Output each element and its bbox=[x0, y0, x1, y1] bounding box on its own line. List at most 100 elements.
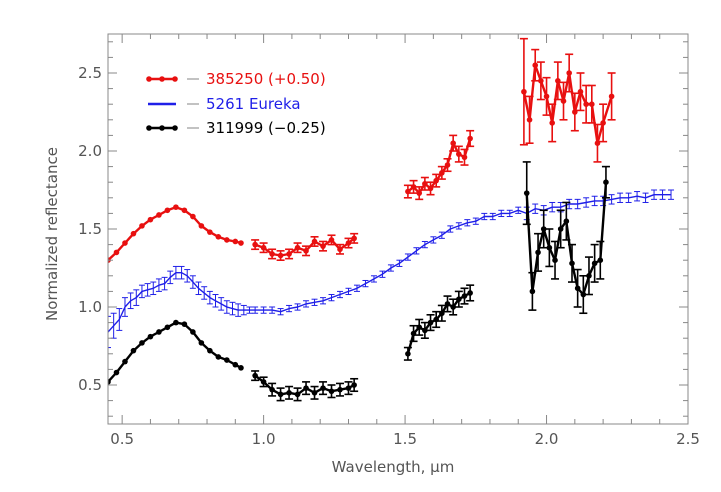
data-point bbox=[557, 226, 564, 232]
data-point bbox=[190, 329, 196, 335]
data-point bbox=[422, 180, 428, 187]
y-tick-label: 1.5 bbox=[78, 220, 102, 238]
series-line bbox=[108, 193, 671, 333]
data-point bbox=[566, 70, 572, 76]
data-point bbox=[597, 257, 604, 264]
data-point bbox=[405, 188, 411, 195]
data-point bbox=[139, 340, 145, 346]
data-point bbox=[269, 386, 275, 393]
data-point bbox=[173, 204, 179, 210]
data-point bbox=[529, 288, 536, 295]
y-axis-title: Normalized reflectance bbox=[43, 147, 61, 321]
data-point bbox=[311, 238, 318, 245]
legend-item-2: 311999 (−0.25) bbox=[146, 119, 326, 137]
data-point bbox=[569, 260, 575, 267]
data-point bbox=[410, 330, 417, 337]
data-point bbox=[286, 251, 292, 257]
data-point bbox=[538, 78, 544, 84]
data-point bbox=[122, 240, 128, 246]
data-point bbox=[456, 296, 462, 303]
data-point bbox=[252, 372, 258, 379]
legend: 385250 (+0.50) 5261 Eureka 311999 (−0.25) bbox=[146, 70, 326, 137]
data-point bbox=[337, 246, 343, 253]
data-point bbox=[467, 135, 473, 142]
data-point bbox=[320, 243, 326, 249]
data-point bbox=[580, 291, 587, 298]
data-point bbox=[444, 162, 451, 168]
data-point bbox=[190, 213, 196, 220]
series-1 bbox=[108, 189, 675, 349]
data-point bbox=[433, 177, 439, 184]
data-point bbox=[439, 310, 445, 317]
y-tick-label: 2.5 bbox=[78, 64, 102, 82]
data-point bbox=[238, 240, 244, 246]
x-tick-label: 2.5 bbox=[676, 430, 700, 448]
data-point bbox=[546, 244, 553, 251]
data-point bbox=[260, 379, 267, 385]
legend-dot bbox=[146, 76, 152, 82]
data-point bbox=[549, 120, 555, 126]
legend-label: 385250 (+0.50) bbox=[206, 70, 326, 88]
data-point bbox=[286, 390, 292, 396]
data-point bbox=[594, 140, 601, 146]
data-point bbox=[600, 120, 606, 126]
data-point bbox=[351, 235, 357, 242]
data-point bbox=[521, 88, 527, 95]
data-point bbox=[328, 237, 335, 243]
data-point bbox=[608, 93, 615, 100]
data-point bbox=[450, 304, 456, 310]
data-point bbox=[328, 388, 335, 395]
data-point bbox=[260, 244, 267, 251]
data-point bbox=[427, 185, 434, 192]
data-point bbox=[555, 78, 561, 84]
data-point bbox=[224, 237, 230, 243]
data-point bbox=[345, 385, 352, 391]
data-point bbox=[294, 244, 301, 251]
data-point bbox=[337, 386, 343, 393]
data-point bbox=[303, 385, 309, 391]
series-line bbox=[108, 205, 242, 262]
data-point bbox=[156, 212, 162, 218]
data-point bbox=[577, 88, 584, 95]
legend-item-1: 5261 Eureka bbox=[148, 95, 301, 113]
data-point bbox=[572, 109, 578, 115]
data-point bbox=[540, 226, 547, 232]
data-point bbox=[130, 347, 137, 354]
y-tick-label: 0.5 bbox=[78, 376, 102, 394]
data-point bbox=[215, 234, 222, 240]
series-2 bbox=[108, 161, 610, 402]
data-point bbox=[422, 327, 428, 334]
data-point bbox=[574, 285, 581, 292]
data-point bbox=[591, 260, 598, 267]
data-point bbox=[320, 385, 326, 391]
data-point bbox=[427, 319, 434, 326]
data-point bbox=[405, 351, 411, 357]
data-point bbox=[181, 207, 188, 214]
data-point bbox=[269, 251, 275, 257]
data-point bbox=[130, 230, 137, 237]
data-point bbox=[147, 216, 154, 223]
data-point bbox=[543, 93, 550, 100]
data-point bbox=[351, 382, 357, 388]
data-point bbox=[523, 190, 530, 196]
x-axis-title: Wavelength, μm bbox=[332, 458, 455, 476]
data-point bbox=[444, 301, 451, 307]
data-point bbox=[198, 340, 205, 346]
legend-dot bbox=[172, 125, 178, 131]
data-point bbox=[461, 293, 468, 299]
legend-label: 311999 (−0.25) bbox=[206, 119, 326, 137]
data-point bbox=[198, 223, 205, 229]
data-point bbox=[122, 358, 128, 365]
data-point bbox=[467, 290, 473, 296]
data-point bbox=[215, 354, 222, 360]
x-tick-label: 1.5 bbox=[393, 430, 417, 448]
data-point bbox=[583, 101, 589, 107]
data-point bbox=[207, 347, 213, 354]
data-point bbox=[410, 184, 417, 190]
series-line bbox=[522, 63, 613, 145]
legend-dot bbox=[146, 125, 152, 131]
data-point bbox=[589, 101, 595, 107]
data-point bbox=[563, 218, 570, 224]
series-0 bbox=[108, 37, 616, 263]
